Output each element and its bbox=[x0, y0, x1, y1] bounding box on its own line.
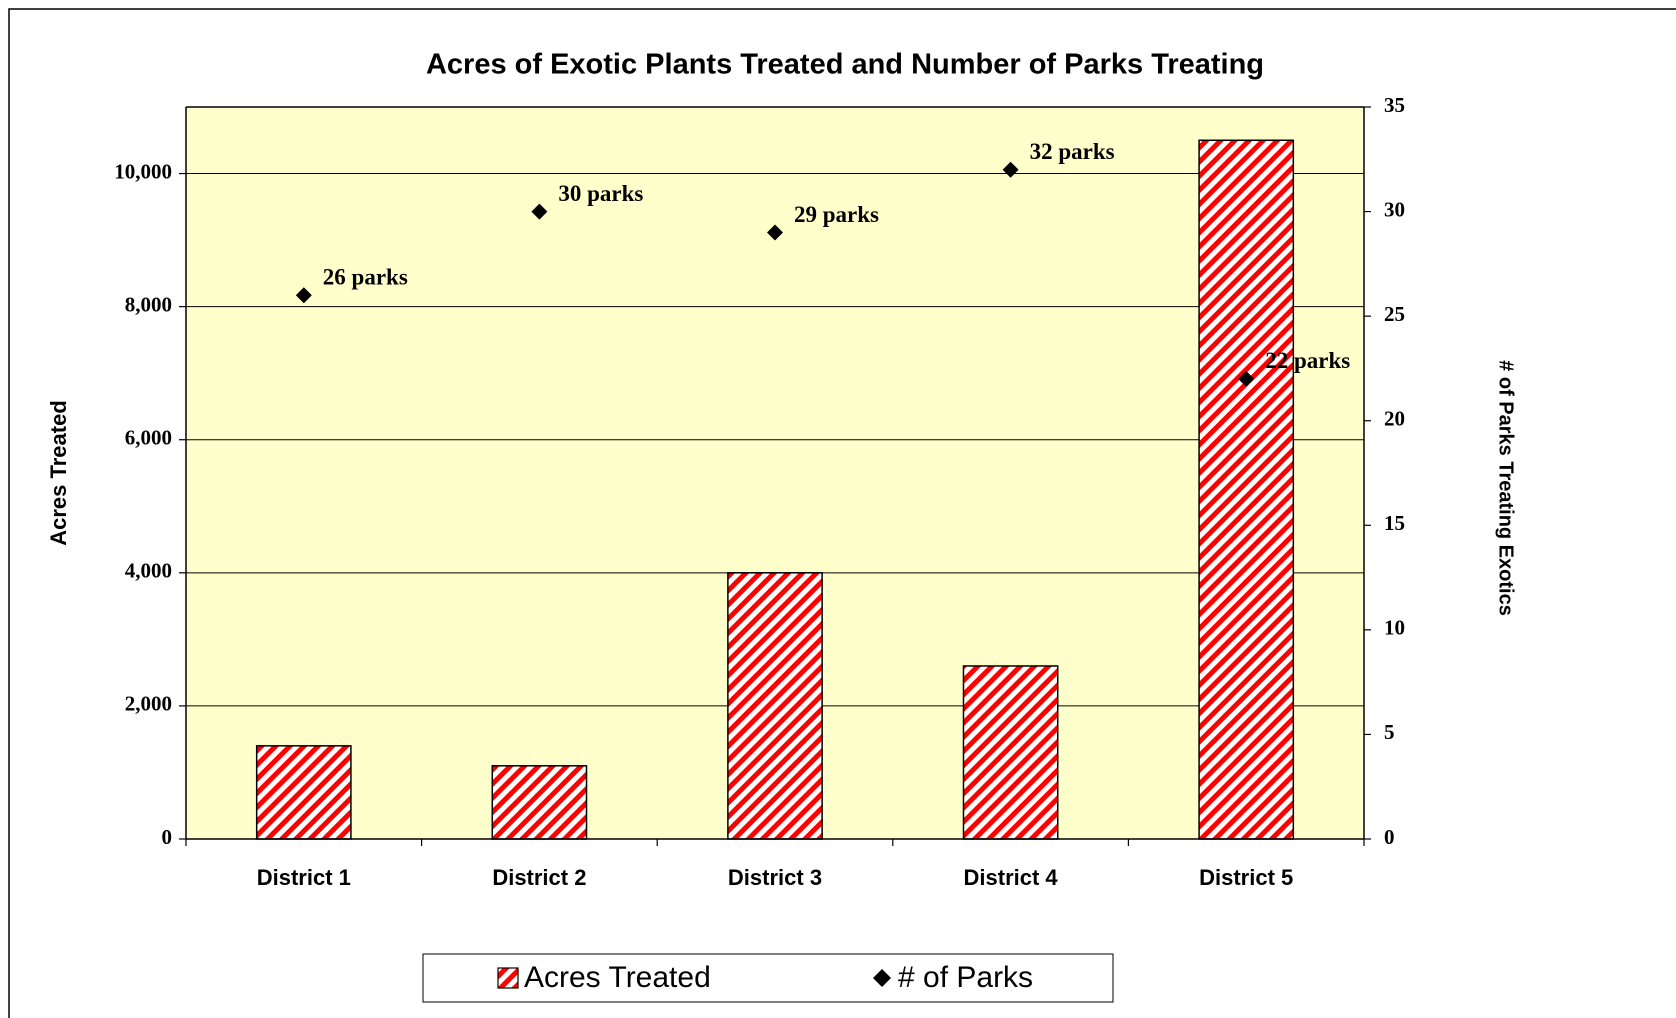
legend-swatch bbox=[497, 967, 519, 989]
data-label: 32 parks bbox=[1030, 139, 1115, 164]
bar bbox=[491, 765, 588, 840]
y2-tick-label: 0 bbox=[1384, 825, 1395, 849]
y-tick-label: 0 bbox=[162, 825, 173, 849]
y2-axis-label: # of Parks Treating Exotics bbox=[1495, 360, 1517, 616]
chart-title: Acres of Exotic Plants Treated and Numbe… bbox=[426, 49, 1264, 81]
legend-label: Acres Treated bbox=[524, 961, 711, 994]
y-tick-label: 10,000 bbox=[114, 159, 172, 183]
data-label: 30 parks bbox=[558, 181, 643, 206]
y2-tick-label: 15 bbox=[1384, 511, 1405, 535]
marker bbox=[767, 224, 783, 241]
y2-tick-label: 20 bbox=[1384, 407, 1405, 431]
y2-tick-label: 10 bbox=[1384, 616, 1405, 640]
marker bbox=[295, 287, 312, 304]
y2-tick-label: 30 bbox=[1384, 197, 1405, 221]
x-tick-label: District 1 bbox=[257, 865, 351, 890]
y-tick-label: 2,000 bbox=[125, 692, 172, 716]
x-tick-label: District 5 bbox=[1199, 865, 1293, 890]
legend-marker bbox=[873, 969, 891, 987]
legend-box bbox=[422, 953, 1114, 1003]
x-tick-label: District 2 bbox=[492, 865, 586, 890]
marker bbox=[531, 203, 548, 220]
y2-tick-label: 35 bbox=[1384, 93, 1405, 117]
bar bbox=[727, 572, 823, 840]
x-tick-label: District 4 bbox=[964, 865, 1059, 890]
legend-label: # of Parks bbox=[898, 961, 1033, 994]
data-label: 22 parks bbox=[1265, 348, 1350, 373]
bar bbox=[962, 665, 1059, 840]
bar bbox=[255, 745, 352, 840]
y2-tick-label: 25 bbox=[1384, 302, 1405, 326]
data-label: 29 parks bbox=[794, 202, 879, 227]
data-label: 26 parks bbox=[323, 265, 408, 290]
y-axis-label: Acres Treated bbox=[46, 400, 71, 546]
y2-tick-label: 5 bbox=[1384, 720, 1395, 744]
y-tick-label: 8,000 bbox=[125, 292, 172, 316]
marker bbox=[1238, 370, 1255, 387]
y-tick-label: 4,000 bbox=[125, 559, 172, 583]
y-tick-label: 6,000 bbox=[125, 426, 172, 450]
x-tick-label: District 3 bbox=[728, 865, 822, 890]
bar bbox=[1198, 139, 1295, 840]
marker bbox=[1002, 161, 1019, 178]
